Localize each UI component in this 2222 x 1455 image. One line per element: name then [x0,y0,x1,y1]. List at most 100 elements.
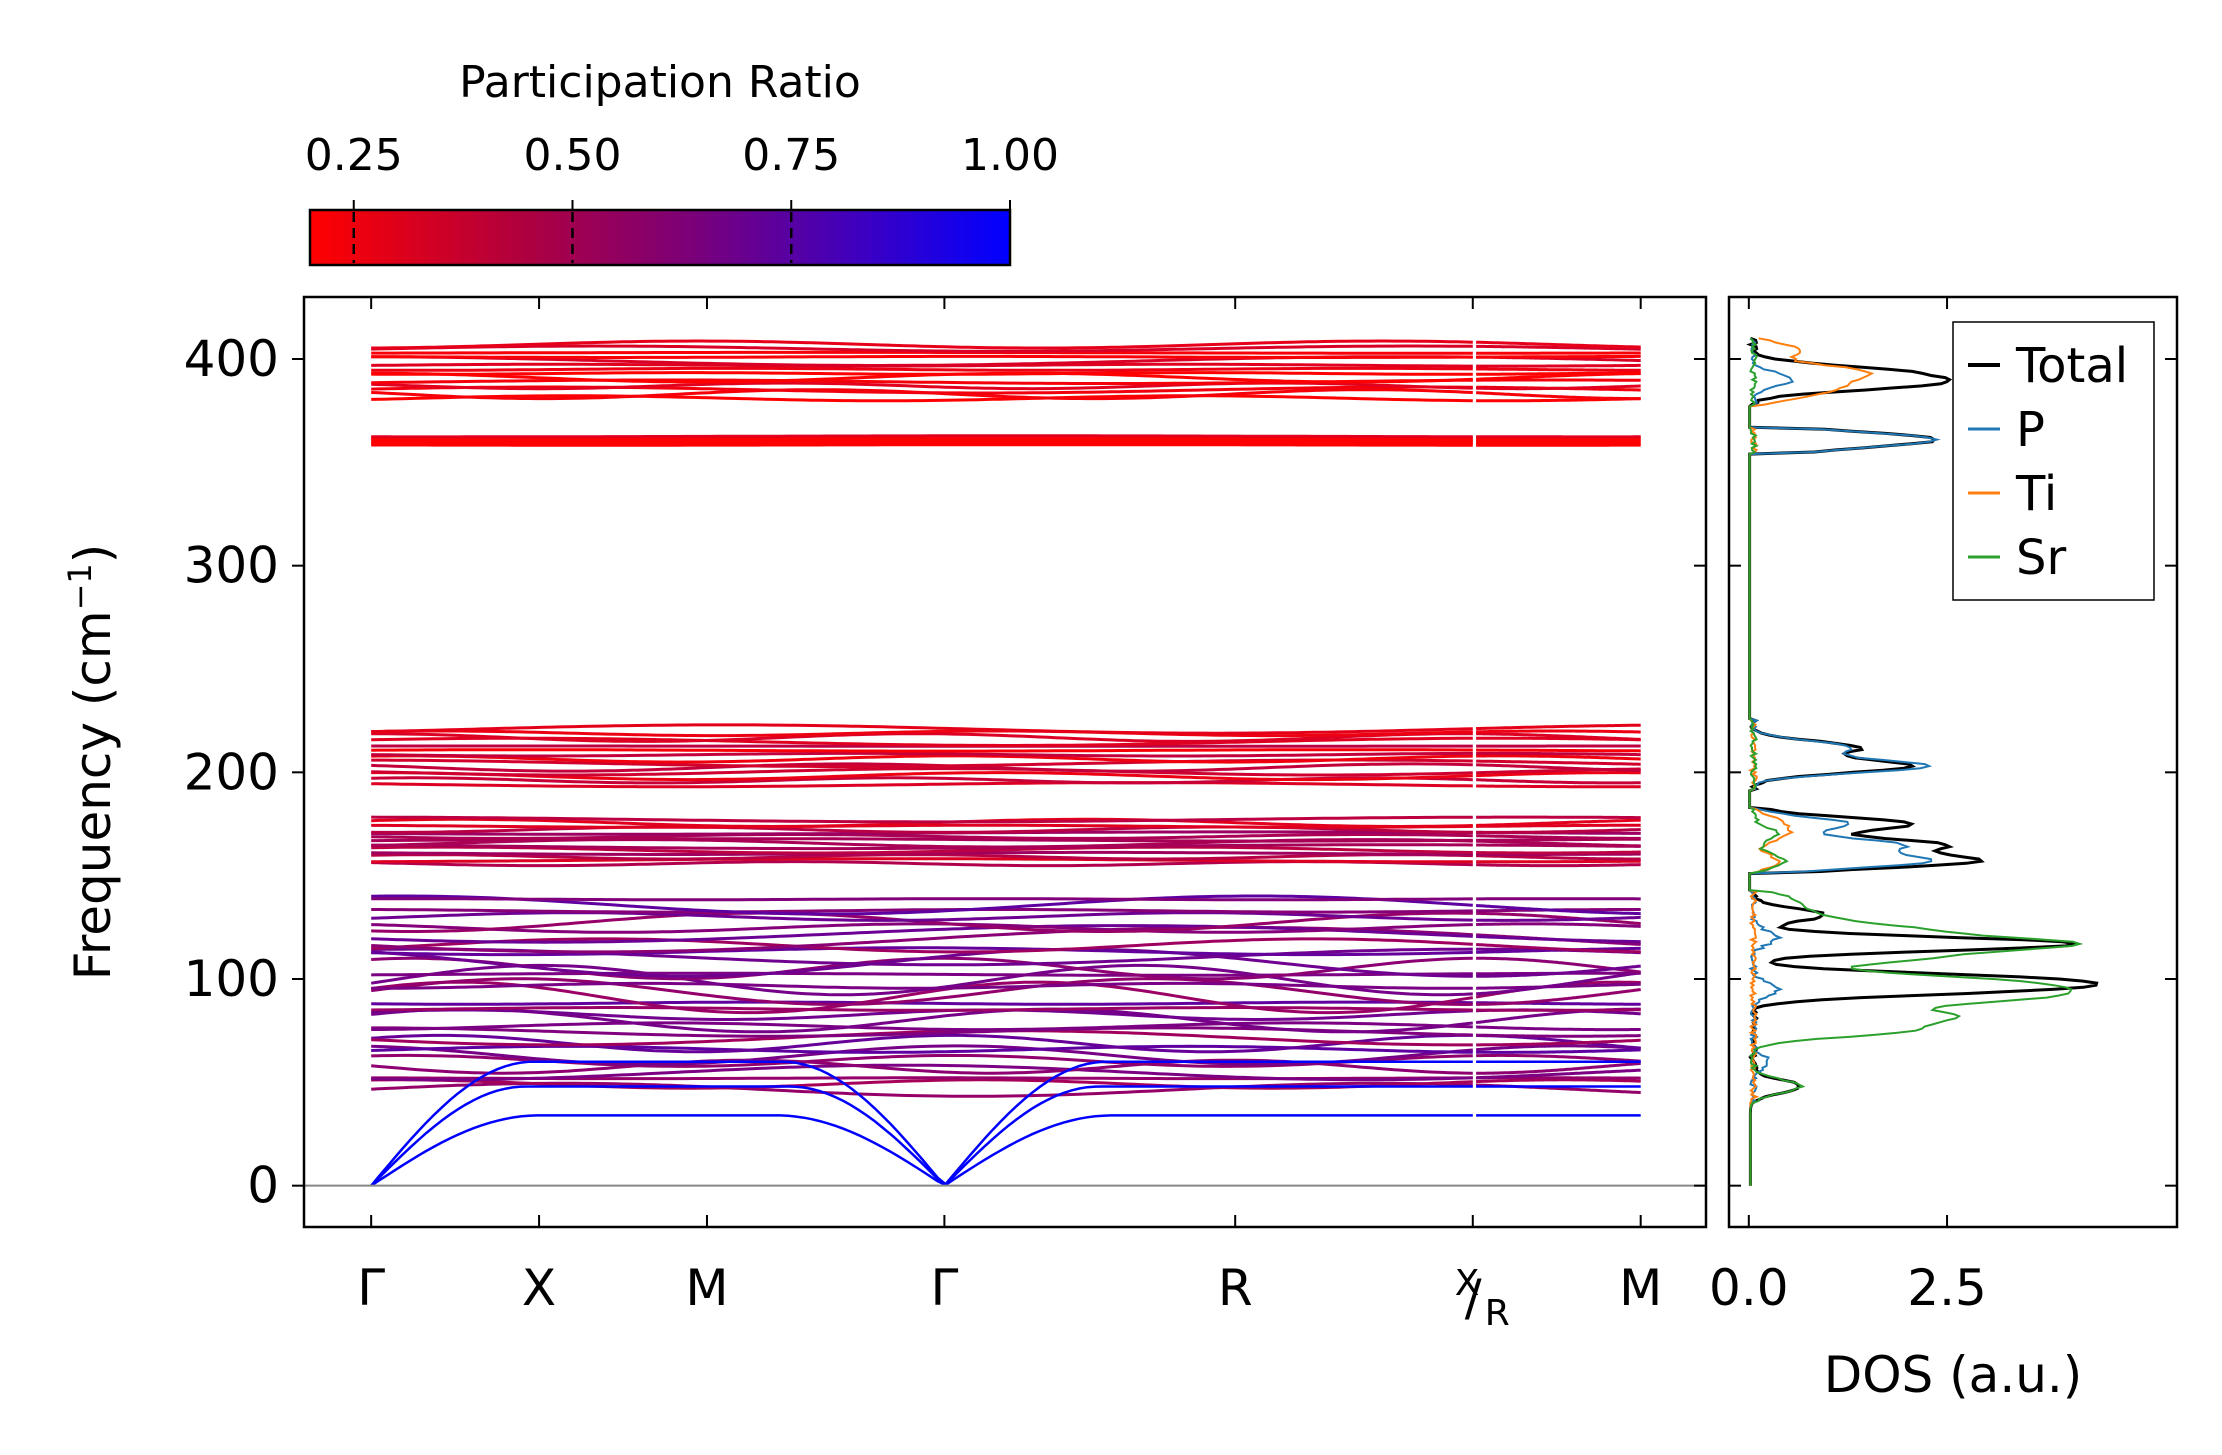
band-branch [1476,759,1641,766]
band-branch [371,436,1473,440]
y-tick-label: 100 [184,950,279,1008]
band-branch [1476,367,1641,372]
dos-panel: 0.0 2.5 DOS (a.u.) Total P Ti Sr [1709,295,2179,1404]
band-branch [1476,778,1641,785]
band-branch [371,350,1473,355]
k-label: M [1619,1259,1662,1317]
dos-axes-frame [1727,295,2179,1229]
band-branch [371,823,1473,829]
band-axes-frame [302,295,1708,1229]
band-branch [1476,391,1641,401]
band-branch [371,1078,1473,1090]
band-y-ticks: 0 100 200 300 400 [184,330,1706,1215]
band-branch [370,963,1473,997]
k-label: Γ [357,1259,385,1317]
band-branch [371,366,1473,372]
colorbar-tick-label: 0.75 [742,130,840,181]
legend-label-total: Total [2015,338,2128,394]
dos-x-ticks: 0.0 2.5 [1709,297,1987,1317]
band-branch [1476,732,1641,741]
band-branch [1476,729,1641,734]
y-tick-label: 200 [184,743,279,801]
colorbar-tick-label: 0.50 [524,130,622,181]
band-branch [1476,915,1641,922]
legend-label-ti: Ti [2015,466,2057,522]
band-branch [371,732,1473,743]
band-branch [1475,763,1641,773]
band-branch [1475,839,1641,848]
band-branch [1476,1033,1641,1038]
band-branch [1476,751,1641,757]
colorbar-tick-label: 0.25 [305,130,403,181]
acoustic-branch [370,1085,1473,1187]
legend: Total P Ti Sr [1952,321,2155,601]
legend-label-p: P [2016,402,2045,458]
band-branch [1475,911,1641,926]
dos-x-tick-label: 2.5 [1907,1259,1987,1317]
band-branch [1476,754,1641,761]
band-branch [371,748,1473,753]
k-label: X [522,1259,556,1317]
band-branch [371,1000,1473,1006]
band-branch [1476,815,1641,820]
band-branch [371,894,1473,916]
colorbar-ticks [352,200,1011,263]
band-branch [371,1033,1473,1054]
band-branch [1476,363,1641,368]
dos-x-tick-label: 0.0 [1709,1259,1789,1317]
band-branch [371,723,1473,735]
band-branch [1476,988,1641,1006]
band-branch [1475,904,1641,916]
band-branch [370,980,1474,1015]
band-branch [1476,922,1641,928]
band-branch [371,771,1473,782]
band-branch [371,977,1473,1007]
dos-y-ticks [1729,358,2177,1187]
band-branch [371,354,1473,359]
band-branch [1475,964,1641,978]
y-tick-label: 300 [184,537,279,595]
band-x-ticks: Γ X M Γ R X/R M [357,297,1662,1334]
band-branch [1476,784,1641,789]
acoustic-branch [370,1060,1473,1187]
band-branch [1476,828,1641,834]
y-tick-label: 0 [247,1157,279,1215]
band-branch [1475,971,1641,996]
colorbar-gradient [308,208,1012,267]
band-branch [371,1044,1473,1066]
band-branch [1476,384,1641,391]
band-branch [371,434,1473,439]
band-branch [1475,1078,1641,1084]
band-branch [371,729,1473,738]
band-branch [1476,834,1641,840]
colorbar-title: Participation Ratio [459,57,861,108]
band-branch [1476,1008,1641,1012]
y-axis-label: Frequency (cm−1) [61,544,122,981]
band-branch [371,845,1473,855]
x-axis-label-dos: DOS (a.u.) [1824,1346,2083,1404]
band-branch [1475,854,1641,861]
band-branch [371,1063,1473,1082]
band-branch [1476,859,1641,864]
band-branch [371,751,1473,758]
band-branch [371,946,1473,957]
band-branch [1476,850,1641,855]
band-branch [1476,1048,1641,1054]
k-label: M [685,1259,728,1317]
band-branch [1475,723,1641,731]
band-branch [371,922,1473,934]
k-label-slash: / [1465,1269,1482,1327]
band-branch [371,908,1473,914]
band-branch [1476,344,1641,351]
band-branch [1476,1038,1641,1047]
band-branch [371,339,1473,350]
band-branch [1476,371,1641,376]
y-tick-label: 400 [184,330,279,388]
band-branch [371,897,1473,902]
band-branch [371,857,1473,864]
k-label: Γ [930,1259,958,1317]
band-branch [371,438,1473,442]
band-branch [371,833,1473,840]
band-branch [371,767,1473,777]
